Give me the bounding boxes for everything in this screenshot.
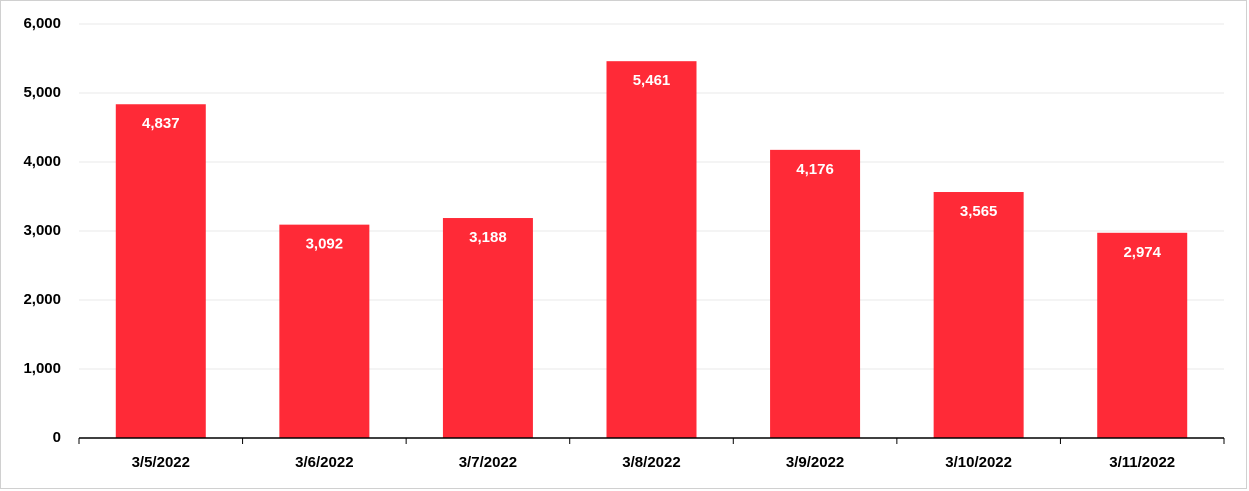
bar xyxy=(933,192,1024,438)
x-tick-label: 3/6/2022 xyxy=(295,454,353,471)
x-tick-label: 3/7/2022 xyxy=(459,454,517,471)
y-tick-label: 4,000 xyxy=(23,153,61,170)
bar xyxy=(279,224,370,438)
y-tick-label: 5,000 xyxy=(23,84,61,101)
bar xyxy=(115,104,206,438)
value-label: 4,176 xyxy=(796,161,834,178)
value-label: 3,092 xyxy=(306,236,344,253)
value-label: 4,837 xyxy=(142,115,180,132)
y-tick-label: 6,000 xyxy=(23,15,61,32)
bar xyxy=(606,61,697,438)
x-tick-label: 3/8/2022 xyxy=(622,454,680,471)
x-tick-label: 3/11/2022 xyxy=(1109,454,1175,471)
y-tick-label: 1,000 xyxy=(23,360,61,377)
y-tick-label: 2,000 xyxy=(23,291,61,308)
value-label: 3,188 xyxy=(469,229,507,246)
y-tick-label: 3,000 xyxy=(23,222,61,239)
value-label: 3,565 xyxy=(960,203,998,220)
bar xyxy=(1097,232,1188,438)
y-tick-label: 0 xyxy=(53,429,61,446)
x-tick-label: 3/9/2022 xyxy=(786,454,844,471)
bar xyxy=(770,149,861,438)
bar xyxy=(442,218,533,438)
x-tick-label: 3/10/2022 xyxy=(945,454,1012,471)
value-label: 5,461 xyxy=(633,72,671,89)
value-label: 2,974 xyxy=(1123,244,1161,261)
x-tick-label: 3/5/2022 xyxy=(132,454,190,471)
